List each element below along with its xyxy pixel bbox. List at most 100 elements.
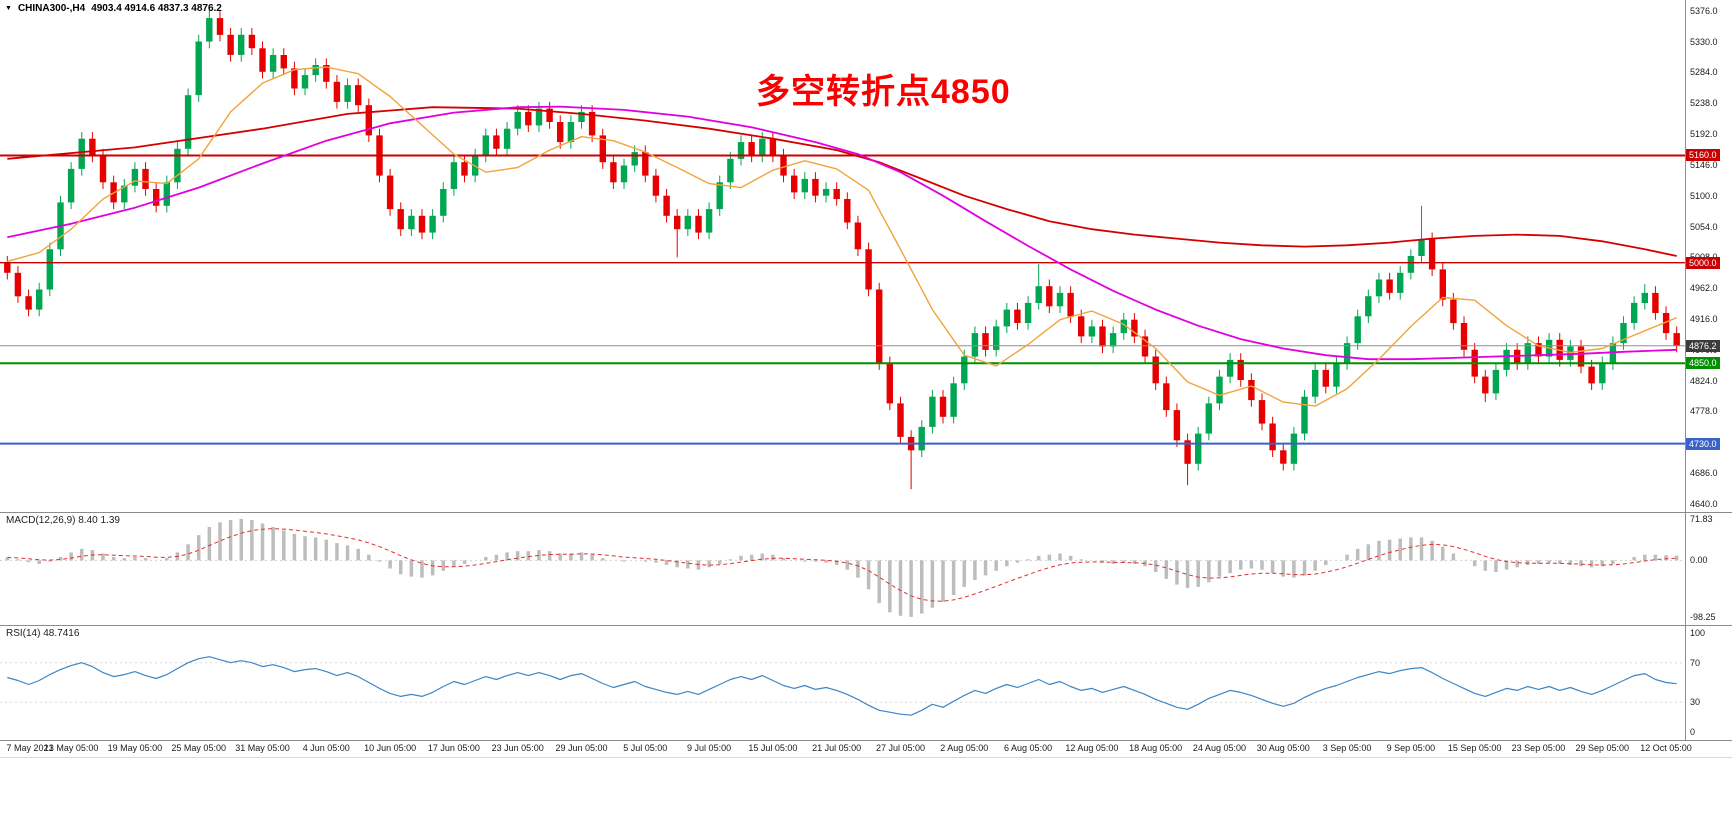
candle-body xyxy=(248,34,256,49)
panel-separator xyxy=(0,740,1732,741)
candle-body xyxy=(854,222,862,250)
candle-body xyxy=(1418,239,1425,256)
candle-body xyxy=(503,128,511,149)
candle-body xyxy=(280,55,287,69)
rsi-tick-label: 30 xyxy=(1690,697,1701,708)
y-axis-tick-label: 5100.0 xyxy=(1690,190,1718,201)
candle-body xyxy=(1088,326,1096,337)
candle-body xyxy=(812,178,819,196)
y-axis-tick-label: 5054.0 xyxy=(1690,221,1718,232)
chart-symbol: CHINA300-,H4 xyxy=(17,3,86,14)
ma-mid-line xyxy=(7,105,1677,361)
candle-body xyxy=(610,162,617,183)
x-axis-label: 10 Jun 05:00 xyxy=(364,743,417,753)
candle-body xyxy=(1184,440,1191,464)
candle-body xyxy=(344,85,351,102)
x-axis-label: 3 Sep 05:00 xyxy=(1322,743,1372,753)
x-axis-label: 13 May 05:00 xyxy=(43,743,99,753)
x-axis-label: 23 Jun 05:00 xyxy=(491,743,544,753)
candle-body xyxy=(1056,292,1064,307)
candle-body xyxy=(1375,279,1383,297)
rsi-indicator-label: RSI(14) 48.7416 xyxy=(6,628,80,639)
candle-body xyxy=(1290,433,1298,464)
candle-body xyxy=(631,152,638,166)
candle-body xyxy=(1397,272,1404,293)
candle-body xyxy=(1120,319,1127,334)
candle-body xyxy=(131,168,139,186)
candle-body xyxy=(865,249,872,290)
rsi-scale: 100 70 30 0 xyxy=(1686,625,1732,740)
x-axis-label: 6 Aug 05:00 xyxy=(1004,743,1053,753)
candle-body xyxy=(238,34,245,55)
y-axis-tick-label: 4686.0 xyxy=(1690,468,1718,479)
candle-body xyxy=(1226,359,1234,377)
candle-body xyxy=(333,81,341,102)
x-axis-label: 25 May 05:00 xyxy=(171,743,226,753)
candle-body xyxy=(642,152,649,176)
candle-body xyxy=(950,383,957,417)
candle-body xyxy=(1407,256,1415,273)
candle-body xyxy=(961,356,968,384)
candle-body xyxy=(844,199,851,223)
x-axis-label: 9 Jul 05:00 xyxy=(687,743,732,753)
y-axis-tick-label: 5284.0 xyxy=(1690,67,1718,78)
candle-body xyxy=(982,333,989,350)
x-axis-label: 21 Jul 05:00 xyxy=(812,743,862,753)
candle-body xyxy=(1354,316,1361,344)
price-tag-4850.0: 4850.0 xyxy=(1686,357,1720,370)
macd-tick-label: 71.83 xyxy=(1690,514,1713,525)
candle-body xyxy=(684,215,691,230)
candle-body xyxy=(971,333,979,357)
y-axis-tick-label: 5238.0 xyxy=(1690,98,1718,109)
rsi-tick-label: 0 xyxy=(1690,727,1696,738)
candle-body xyxy=(578,111,585,122)
candle-body xyxy=(1460,323,1468,350)
x-axis-label: 24 Aug 05:00 xyxy=(1192,743,1246,753)
candle-body xyxy=(897,403,904,437)
macd-scale: 71.83 0.00 -98.25 xyxy=(1686,512,1732,625)
candle-body xyxy=(663,195,670,216)
candle-body xyxy=(67,168,75,203)
candle-body xyxy=(1099,326,1106,347)
candle-body xyxy=(25,296,32,310)
panel-separator xyxy=(0,512,1732,513)
candle-body xyxy=(1599,363,1606,384)
candle-body xyxy=(620,165,628,183)
macd-tick-label: 0.00 xyxy=(1690,555,1708,566)
candle-body xyxy=(599,135,606,163)
candle-body xyxy=(153,189,160,206)
candle-body xyxy=(174,148,181,183)
candle-body xyxy=(886,363,893,404)
scale-separator xyxy=(1685,0,1686,740)
candle-body xyxy=(312,65,319,76)
macd-chart-area[interactable] xyxy=(0,512,1685,625)
x-axis-label: 30 Aug 05:00 xyxy=(1256,743,1310,753)
rsi-chart-area[interactable] xyxy=(0,625,1685,740)
candle-body xyxy=(1492,369,1500,394)
candle-body xyxy=(1269,423,1276,451)
y-axis-tick-label: 5192.0 xyxy=(1690,129,1718,140)
candle-body xyxy=(876,289,883,364)
candle-body xyxy=(674,215,681,230)
y-axis-tick-label: 5330.0 xyxy=(1690,36,1718,47)
candle-body xyxy=(1333,363,1340,387)
x-axis-label: 29 Sep 05:00 xyxy=(1575,743,1630,753)
candle-body xyxy=(1131,319,1138,337)
axis-bottom-line xyxy=(0,757,1732,758)
candle-body xyxy=(801,178,808,193)
time-axis[interactable]: 7 May 2021 13 May 05:00 19 May 05:00 25 May… xyxy=(0,741,1732,757)
x-axis-label: 15 Jul 05:00 xyxy=(748,743,798,753)
panel-separator xyxy=(0,625,1732,626)
candle-body xyxy=(1152,356,1159,384)
candle-body xyxy=(1003,309,1010,327)
chart-collapse-icon[interactable]: ▼ xyxy=(5,5,12,12)
y-axis-tick-label: 4640.0 xyxy=(1690,498,1718,509)
candle-body xyxy=(397,209,404,230)
candle-body xyxy=(1237,359,1244,380)
price-scale[interactable]: 5376.0 5330.0 5284.0 5238.0 5192.0 5146.0 5100… xyxy=(1686,0,1732,512)
main-chart-area[interactable] xyxy=(0,0,1685,512)
x-axis-label: 18 Aug 05:00 xyxy=(1129,743,1183,753)
candle-body xyxy=(440,189,447,216)
candle-body xyxy=(1673,333,1680,346)
